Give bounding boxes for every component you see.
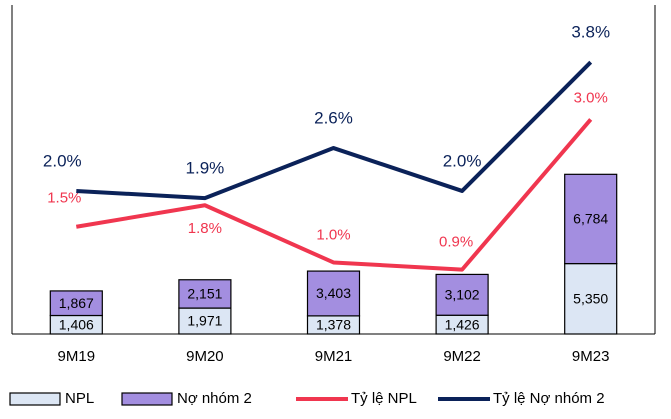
bar-value-label: 1,406	[59, 316, 94, 332]
x-tick-label: 9M19	[58, 348, 96, 365]
x-tick-label: 9M23	[572, 348, 610, 365]
line-value-label: 1.8%	[188, 220, 222, 237]
x-tick-label: 9M20	[186, 348, 224, 365]
legend-swatch	[9, 392, 61, 406]
bar	[306, 270, 361, 317]
line-value-label: 2.0%	[443, 151, 482, 170]
line	[75, 118, 593, 272]
line-value-label: 2.6%	[314, 109, 353, 128]
legend-label: Tỷ lệ NPL	[351, 390, 417, 407]
line-value-label: 1.0%	[316, 226, 350, 243]
bar-value-label: 5,350	[573, 291, 608, 307]
bar	[178, 279, 232, 309]
line-value-label: 3.0%	[574, 89, 608, 106]
legend-label: Nợ nhóm 2	[177, 390, 252, 407]
line-value-label: 1.5%	[47, 190, 81, 207]
legend-label: NPL	[65, 390, 94, 407]
bar	[435, 273, 489, 316]
bar-value-label: 3,403	[316, 285, 351, 301]
bar	[564, 173, 618, 265]
line-value-label: 1.9%	[186, 159, 225, 178]
legend-label: Tỷ lệ Nợ nhóm 2	[493, 390, 605, 407]
line	[76, 60, 593, 201]
line-value-label: 0.9%	[439, 234, 473, 251]
legend-swatch	[121, 392, 173, 406]
bar-value-label: 6,784	[573, 211, 608, 227]
line-value-label: 3.8%	[571, 23, 610, 42]
bar-value-label: 1,867	[59, 295, 94, 311]
bar-value-label: 1,426	[445, 316, 480, 332]
bar-value-label: 1,378	[316, 317, 351, 333]
bar	[49, 290, 103, 317]
x-tick-label: 9M21	[315, 348, 353, 365]
bar-value-label: 1,971	[187, 313, 222, 329]
line-value-label: 2.0%	[43, 151, 82, 170]
bar-value-label: 2,151	[187, 286, 222, 302]
x-tick-label: 9M22	[443, 348, 481, 365]
bar-value-label: 3,102	[445, 287, 480, 303]
